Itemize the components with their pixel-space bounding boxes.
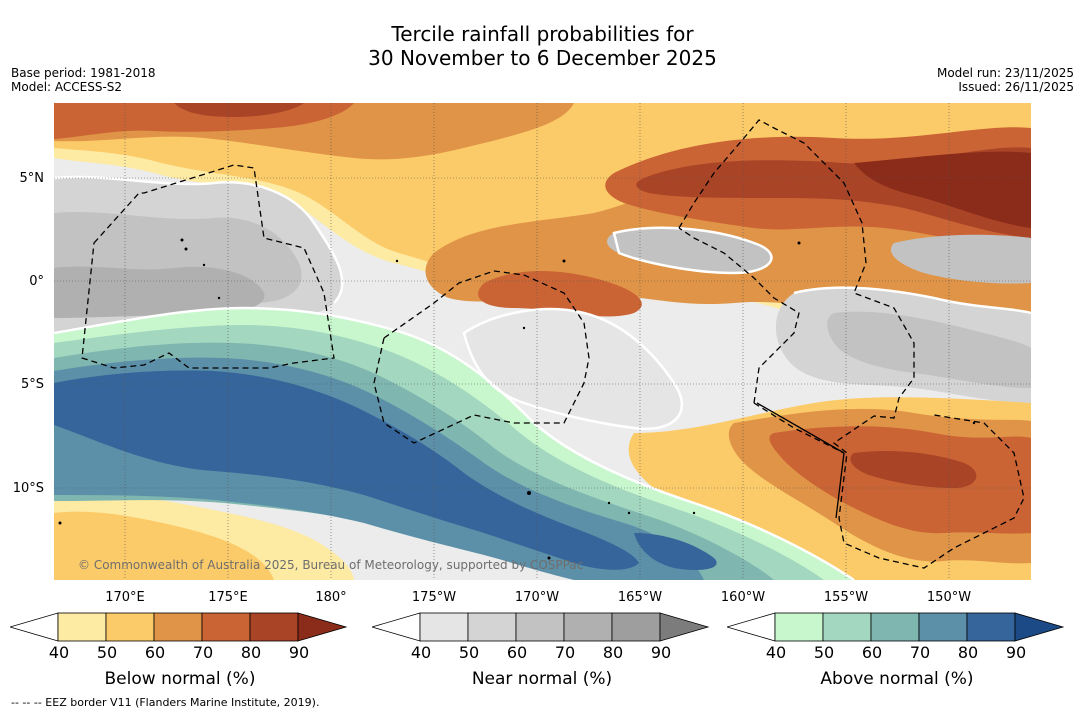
colorbar-title-near: Near normal (%)	[471, 669, 613, 689]
colorbar-min-arrow	[725, 612, 776, 642]
issued-date: Issued: 26/11/2025	[958, 80, 1074, 94]
cb0-tick-80: 80	[240, 643, 262, 662]
lat-label-10s: 10°S	[12, 481, 44, 496]
cb1-tick-40: 40	[410, 643, 432, 662]
map-canvas	[54, 103, 1031, 580]
metadata-left: Base period: 1981-2018 Model: ACCESS-S2	[11, 66, 156, 94]
lon-label-150w: 150°W	[926, 590, 972, 605]
cb1-tick-60: 60	[506, 643, 528, 662]
colorbar-segment	[249, 612, 299, 642]
islands	[58, 238, 976, 560]
cb1-tick-50: 50	[458, 643, 480, 662]
colorbar-segment	[822, 612, 872, 642]
rainfall-map: © Commonwealth of Australia 2025, Bureau…	[54, 103, 1031, 580]
model-run: Model run: 23/11/2025	[936, 66, 1074, 80]
colorbar-segment	[870, 612, 920, 642]
colorbar-segment	[563, 612, 613, 642]
above-normal-band	[54, 308, 854, 580]
colorbar-near-normal	[370, 612, 712, 648]
colorbar-below-normal	[8, 612, 350, 648]
eez-solid-segment	[756, 402, 845, 519]
lat-label-5s: 5°S	[20, 377, 44, 392]
model-name: Model: ACCESS-S2	[11, 80, 123, 94]
cb1-tick-90: 90	[650, 643, 672, 662]
cb2-tick-80: 80	[957, 643, 979, 662]
colorbar-segment	[467, 612, 517, 642]
eez-borders	[81, 119, 1025, 569]
colorbar-min-arrow	[8, 612, 59, 642]
below-normal-southeast	[54, 397, 1031, 580]
near-normal-patches	[54, 176, 1031, 429]
map-title: Tercile rainfall probabilities for 30 No…	[0, 22, 1085, 70]
colorbar-segment	[515, 612, 565, 642]
colorbar-segment	[153, 612, 203, 642]
gridlines	[54, 103, 1031, 580]
cb2-tick-50: 50	[813, 643, 835, 662]
cb0-tick-90: 90	[288, 643, 310, 662]
lon-label-170w: 170°W	[514, 590, 560, 605]
colorbar-segment	[419, 612, 469, 642]
colorbar-max-arrow	[1014, 612, 1065, 642]
colorbar-segment	[966, 612, 1016, 642]
cb1-tick-80: 80	[602, 643, 624, 662]
title-line-1: Tercile rainfall probabilities for	[391, 22, 694, 46]
cb2-tick-70: 70	[909, 643, 931, 662]
lon-label-160w: 160°W	[720, 590, 766, 605]
colorbar-segment	[57, 612, 107, 642]
cb2-tick-60: 60	[861, 643, 883, 662]
title-line-2: 30 November to 6 December 2025	[368, 46, 717, 70]
cb0-tick-60: 60	[144, 643, 166, 662]
colorbar-title-above: Above normal (%)	[820, 669, 974, 689]
metadata-right: Model run: 23/11/2025 Issued: 26/11/2025	[937, 66, 1074, 94]
lon-label-155w: 155°W	[823, 590, 869, 605]
cb1-tick-70: 70	[554, 643, 576, 662]
colorbar-below-normal-scale	[8, 612, 348, 642]
lon-label-170e: 170°E	[105, 590, 145, 605]
colorbar-segment	[611, 612, 661, 642]
colorbar-title-below: Below normal (%)	[104, 669, 256, 689]
lon-label-175w: 175°W	[411, 590, 457, 605]
lat-label-5n: 5°N	[19, 171, 45, 186]
below-normal-central	[425, 127, 1031, 317]
contour-lines	[54, 175, 1031, 580]
lon-label-175e: 175°E	[208, 590, 248, 605]
copyright-notice: © Commonwealth of Australia 2025, Bureau…	[78, 558, 584, 572]
colorbar-above-normal-scale	[725, 612, 1065, 642]
colorbar-max-arrow	[297, 612, 348, 642]
colorbar-segment	[774, 612, 824, 642]
cb0-tick-50: 50	[96, 643, 118, 662]
eez-legend-note: -- -- -- EEZ border V11 (Flanders Marine…	[11, 696, 320, 709]
base-period: Base period: 1981-2018	[11, 66, 156, 80]
cb2-tick-90: 90	[1005, 643, 1027, 662]
colorbar-min-arrow	[370, 612, 421, 642]
cb0-tick-40: 40	[48, 643, 70, 662]
cb0-tick-70: 70	[192, 643, 214, 662]
lon-label-180: 180°	[315, 590, 347, 605]
cb2-tick-40: 40	[765, 643, 787, 662]
colorbar-above-normal	[725, 612, 1067, 648]
colorbar-segment	[201, 612, 251, 642]
colorbar-segment	[105, 612, 155, 642]
lon-label-165w: 165°W	[617, 590, 663, 605]
lat-label-0: 0°	[29, 274, 44, 289]
colorbar-max-arrow	[659, 612, 710, 642]
colorbar-near-normal-scale	[370, 612, 710, 642]
colorbar-segment	[918, 612, 968, 642]
